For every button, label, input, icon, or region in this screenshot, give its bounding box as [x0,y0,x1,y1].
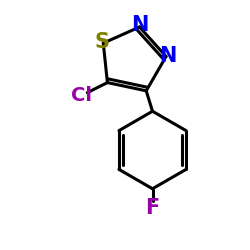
Text: N: N [131,15,148,35]
Text: N: N [160,46,177,66]
Text: F: F [146,198,160,218]
Text: Cl: Cl [70,86,92,105]
Text: S: S [94,32,110,52]
